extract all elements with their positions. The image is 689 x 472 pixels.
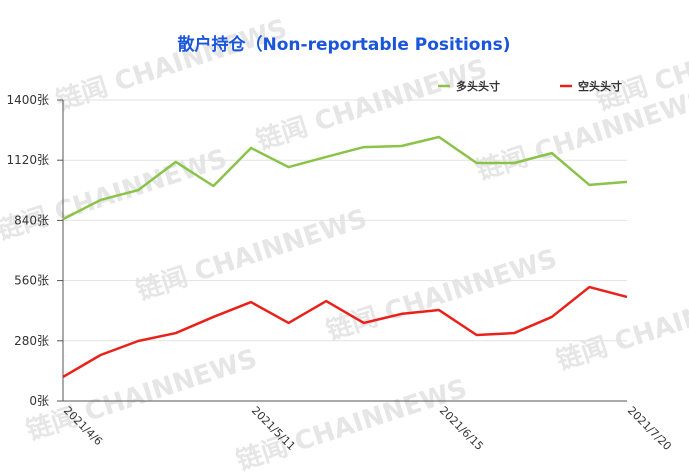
watermark: 链闻 CHAINNEWS (53, 13, 291, 117)
watermark: 链闻 CHAINNEWS (23, 343, 261, 447)
watermark: 链闻 CHAINNEWS (553, 273, 689, 377)
data-line (62, 285, 628, 378)
legend-label: 多头头寸 (456, 79, 500, 93)
x-tick-label: 2021/7/20 (625, 404, 674, 453)
legend-label: 空头头寸 (578, 79, 622, 93)
y-tick-label: 280张 (14, 334, 49, 348)
y-tick-label: 560张 (14, 274, 49, 288)
chart-title: 散户持仓（Non-reportable Positions) (178, 34, 511, 55)
watermark: 链闻 CHAINNEWS (253, 53, 491, 157)
data-line (62, 135, 628, 221)
watermark: 链闻 CHAINNEWS (133, 203, 371, 307)
y-tick-label: 840张 (14, 213, 49, 227)
watermark: 链闻 CHAINNEWS (323, 243, 561, 347)
x-tick-label: 2021/6/15 (437, 404, 486, 453)
y-tick-label: 0张 (29, 394, 49, 408)
y-tick-label: 1120张 (6, 153, 49, 167)
y-tick-label: 1400张 (6, 93, 49, 107)
